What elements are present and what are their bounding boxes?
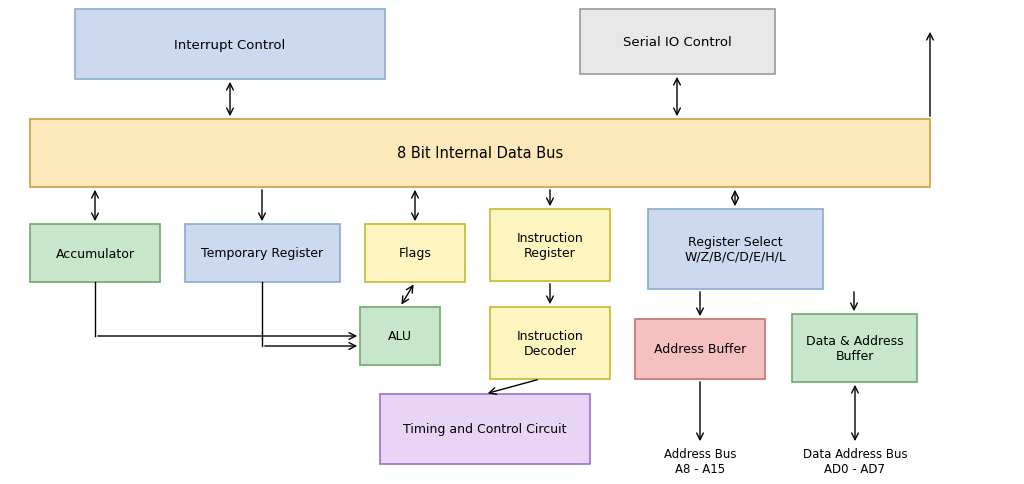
FancyBboxPatch shape [792, 314, 918, 382]
Text: Temporary Register: Temporary Register [202, 247, 324, 260]
FancyBboxPatch shape [635, 319, 765, 379]
Text: Interrupt Control: Interrupt Control [174, 38, 286, 51]
FancyBboxPatch shape [380, 394, 590, 464]
FancyBboxPatch shape [185, 225, 340, 283]
Text: Instruction
Decoder: Instruction Decoder [517, 329, 584, 357]
Text: Accumulator: Accumulator [55, 247, 134, 260]
FancyBboxPatch shape [580, 10, 775, 75]
Text: Flags: Flags [398, 247, 431, 260]
Text: ALU: ALU [388, 330, 412, 343]
Text: Data Address Bus
AD0 - AD7: Data Address Bus AD0 - AD7 [803, 447, 907, 475]
FancyBboxPatch shape [648, 210, 823, 289]
FancyBboxPatch shape [30, 120, 930, 188]
FancyBboxPatch shape [365, 225, 465, 283]
Text: Timing and Control Circuit: Timing and Control Circuit [403, 423, 566, 436]
FancyBboxPatch shape [490, 307, 610, 379]
Text: Address Buffer: Address Buffer [654, 343, 746, 356]
Text: Register Select
W/Z/B/C/D/E/H/L: Register Select W/Z/B/C/D/E/H/L [685, 236, 786, 263]
Text: Address Bus
A8 - A15: Address Bus A8 - A15 [664, 447, 736, 475]
Text: Instruction
Register: Instruction Register [517, 231, 584, 259]
Text: Serial IO Control: Serial IO Control [624, 36, 732, 49]
Text: Data & Address
Buffer: Data & Address Buffer [806, 334, 903, 362]
FancyBboxPatch shape [490, 210, 610, 281]
Text: 8 Bit Internal Data Bus: 8 Bit Internal Data Bus [397, 146, 563, 161]
FancyBboxPatch shape [360, 307, 440, 365]
FancyBboxPatch shape [75, 10, 385, 80]
FancyBboxPatch shape [30, 225, 160, 283]
